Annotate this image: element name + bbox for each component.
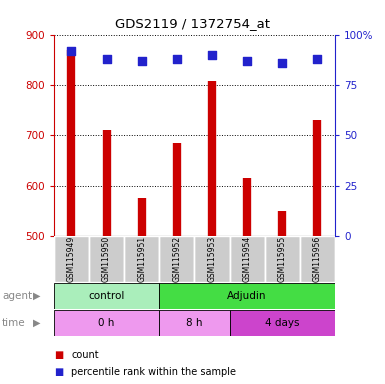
Text: Adjudin: Adjudin [228,291,267,301]
Bar [264,236,300,282]
Text: GSM115953: GSM115953 [208,236,216,282]
Text: ▶: ▶ [33,318,40,328]
Point [174,56,180,62]
Bar [159,310,229,336]
Text: agent: agent [2,291,32,301]
Text: control: control [89,291,125,301]
Text: 8 h: 8 h [186,318,203,328]
Text: GSM115949: GSM115949 [67,236,76,282]
Text: GSM115952: GSM115952 [172,236,181,282]
Text: GDS2119 / 1372754_at: GDS2119 / 1372754_at [115,17,270,30]
Bar [54,283,159,309]
Bar [229,236,265,282]
Point [279,60,285,66]
Bar [300,236,335,282]
Bar [159,283,335,309]
Bar [159,236,194,282]
Text: 0 h: 0 h [99,318,115,328]
Bar [194,236,229,282]
Point [104,56,110,62]
Point [244,58,250,64]
Text: GSM115951: GSM115951 [137,236,146,282]
Text: GSM115956: GSM115956 [313,236,322,282]
Text: GSM115954: GSM115954 [243,236,252,282]
Point [139,58,145,64]
Text: ■: ■ [54,350,63,360]
Point [314,56,320,62]
Text: count: count [71,350,99,360]
Text: percentile rank within the sample: percentile rank within the sample [71,367,236,377]
Point [209,52,215,58]
Text: 4 days: 4 days [265,318,300,328]
Text: ■: ■ [54,367,63,377]
Text: GSM115950: GSM115950 [102,236,111,282]
Text: ▶: ▶ [33,291,40,301]
Bar [124,236,159,282]
Text: GSM115955: GSM115955 [278,236,287,282]
Bar [229,310,335,336]
Text: time: time [2,318,25,328]
Bar [89,236,124,282]
Point [69,48,75,54]
Bar [54,236,89,282]
Bar [54,310,159,336]
